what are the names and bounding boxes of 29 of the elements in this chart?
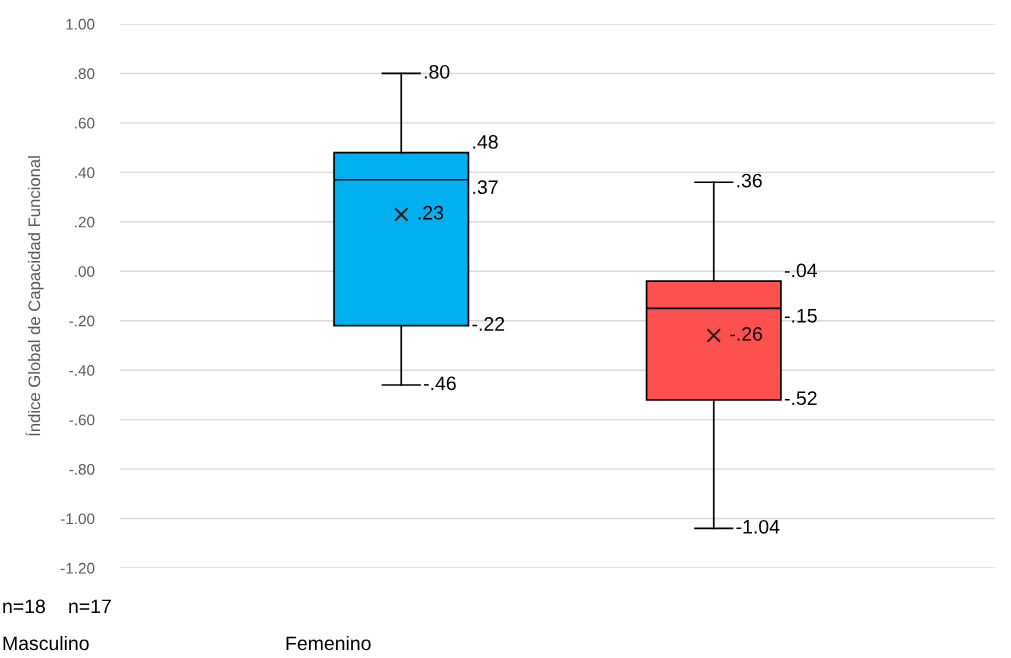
text: n=18 (3, 599, 45, 614)
text: -.15 (784, 309, 817, 323)
text: .36 (737, 173, 762, 188)
text: -.52 (784, 391, 817, 406)
y-tick-label: .40 (75, 167, 95, 179)
y-tick-label: -.80 (69, 463, 95, 475)
text: -.04 (784, 263, 817, 278)
y-tick-label: 1.00 (66, 18, 95, 30)
y-tick-label: .80 (75, 68, 95, 80)
text: .48 (473, 134, 498, 149)
text: Masculino (3, 635, 89, 651)
y-tick-label: .00 (75, 266, 95, 277)
text: Femenino (286, 635, 371, 651)
y-axis-title: Índice Global de Capacidad Funcional (25, 156, 44, 436)
y-tick-label: .20 (75, 216, 95, 228)
text: -.22 (472, 317, 505, 331)
y-tick-label: -.40 (69, 365, 95, 376)
y-tick-label: .60 (75, 117, 95, 129)
text: .80 (424, 64, 450, 79)
text: n=17 (69, 599, 111, 614)
y-tick-label: -1.20 (60, 562, 95, 574)
text: .37 (473, 180, 498, 195)
text: -.26 (730, 327, 763, 341)
text: -.46 (423, 376, 456, 391)
y-tick-label: -.20 (69, 315, 95, 327)
y-tick-label: -1.00 (60, 513, 95, 525)
text: -1.04 (736, 519, 780, 534)
text: .23 (418, 205, 444, 220)
y-tick-label: -.60 (69, 414, 95, 426)
